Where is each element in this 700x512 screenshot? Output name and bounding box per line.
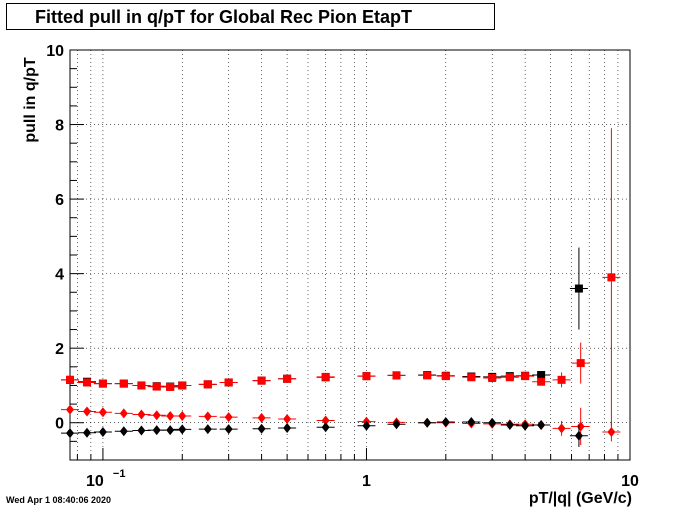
data-point: [152, 382, 161, 391]
data-point: [203, 424, 212, 435]
data-point: [423, 417, 432, 428]
data-point: [467, 416, 476, 427]
data-point: [82, 378, 91, 387]
x-axis-label: pT/|q| (GeV/c): [528, 490, 632, 507]
data-point: [283, 422, 292, 433]
data-point: [66, 404, 74, 415]
data-point: [166, 382, 175, 391]
data-point: [166, 411, 175, 422]
data-point: [557, 423, 566, 434]
data-point: [321, 372, 330, 381]
data-point: [82, 427, 91, 438]
grid: [70, 49, 630, 460]
data-point: [137, 425, 146, 436]
data-point: [66, 375, 74, 384]
data-point: [488, 417, 497, 428]
y-tick-label: 6: [55, 192, 64, 209]
data-point: [576, 359, 585, 368]
data-point: [392, 419, 401, 430]
data-point: [257, 423, 266, 434]
data-point: [283, 374, 292, 383]
x-tick-label: 1: [362, 473, 371, 490]
data-point: [607, 427, 616, 438]
data-point: [224, 424, 233, 435]
plot-frame: [69, 49, 631, 461]
data-point: [423, 371, 432, 380]
data-point: [574, 430, 583, 441]
series-1: [61, 128, 621, 427]
data-point: [224, 378, 233, 387]
x-tick-label: 10: [86, 473, 104, 490]
data-point: [119, 379, 128, 388]
data-point: [488, 374, 497, 382]
data-point: [321, 422, 330, 433]
data-point: [467, 373, 476, 382]
axis-ticks: [70, 49, 619, 461]
data-point: [392, 371, 401, 380]
data-point: [224, 412, 233, 423]
y-tick-label: 2: [55, 341, 64, 358]
data-point: [257, 412, 266, 423]
timestamp: Wed Apr 1 08:40:06 2020: [6, 495, 112, 505]
x-tick-exponent: −1: [113, 468, 126, 480]
data-point: [203, 411, 212, 422]
x-tick-labels: 10 −1 1 10: [86, 468, 639, 490]
data-point: [362, 420, 371, 431]
data-point: [362, 372, 371, 381]
y-tick-label: 4: [55, 267, 64, 284]
data-point: [137, 409, 146, 420]
data-point: [557, 375, 566, 384]
data-point: [441, 416, 450, 427]
data-point: [203, 380, 212, 389]
data-point: [505, 419, 514, 430]
chart-title: Fitted pull in q/pT for Global Rec Pion …: [6, 3, 495, 30]
data-point: [537, 419, 546, 430]
data-point: [98, 427, 107, 438]
data-point: [98, 379, 107, 388]
data-point: [607, 273, 616, 282]
data-point: [521, 420, 530, 431]
data-point: [152, 410, 161, 421]
data-point: [576, 421, 585, 432]
data-point: [152, 425, 161, 436]
y-tick-label: 10: [46, 43, 64, 60]
data-point: [178, 381, 187, 390]
data-point: [178, 424, 187, 435]
data-point: [505, 373, 514, 382]
data-point: [166, 425, 175, 436]
data-point: [66, 428, 74, 439]
data-point: [441, 372, 450, 381]
series-0: [61, 247, 588, 391]
y-tick-label: 8: [55, 118, 64, 135]
data-series: [61, 128, 621, 447]
data-point: [321, 415, 330, 426]
data-point: [537, 371, 546, 380]
data-point: [283, 414, 292, 424]
data-point: [82, 406, 91, 417]
data-point: [178, 411, 187, 422]
y-axis-label: pull in q/pT: [22, 57, 39, 143]
data-point: [137, 381, 146, 390]
y-tick-label: 0: [55, 416, 64, 433]
data-point: [98, 407, 107, 418]
data-point: [574, 284, 583, 293]
data-point: [119, 408, 128, 419]
data-point: [257, 376, 266, 385]
y-tick-labels: 0 2 4 6 8 10: [46, 43, 64, 433]
data-point: [521, 372, 530, 381]
series-3: [61, 416, 588, 447]
data-point: [119, 426, 128, 437]
x-tick-label: 10: [621, 473, 639, 490]
data-point: [537, 377, 546, 386]
